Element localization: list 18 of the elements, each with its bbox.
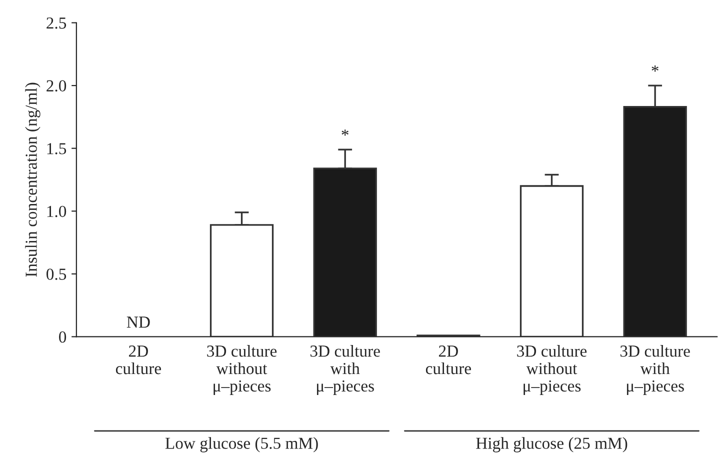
text: Low glucose (5.5 mM) — [165, 437, 318, 452]
y-tick-label: 0 — [59, 331, 66, 343]
y-tick-label: 2.0 — [46, 80, 66, 92]
text: ND — [126, 316, 150, 328]
x-tick-label: 2D culture — [426, 346, 471, 374]
y-tick-label: 1.5 — [47, 143, 66, 154]
x-tick-label: 3D culture without μ–pieces — [207, 345, 277, 396]
x-tick-label: 2D culture — [116, 346, 161, 374]
y-axis-title: Insulin concentration (ng/ml) — [25, 82, 40, 277]
x-tick-label: 3D culture without μ–pieces — [517, 345, 587, 396]
x-tick-label: 3D culture with μ–pieces — [310, 345, 380, 396]
y-tick-label: 2.5 — [46, 17, 66, 29]
y-tick-label: 0.5 — [46, 268, 66, 280]
x-tick-label: 3D culture with μ–pieces — [620, 345, 690, 396]
text: High glucose (25 mM) — [476, 437, 628, 452]
data-label: * — [652, 66, 658, 72]
data-label: * — [342, 130, 348, 136]
y-tick-label: 1.0 — [47, 206, 66, 218]
